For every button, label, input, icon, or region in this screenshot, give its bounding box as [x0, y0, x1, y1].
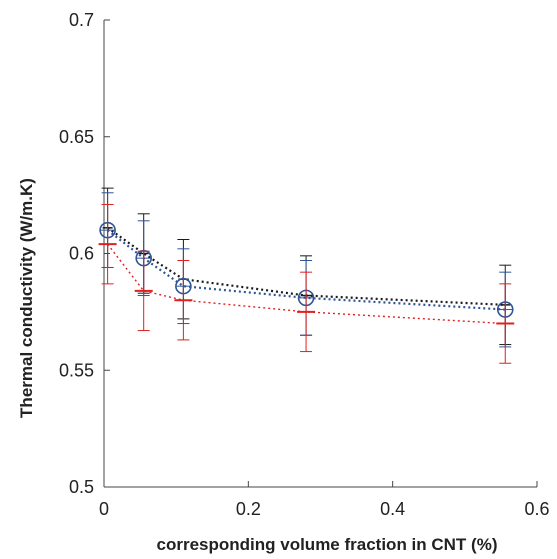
y-tick-label: 0.6	[69, 244, 94, 264]
x-tick-label: 0.2	[236, 499, 261, 519]
y-tick-label: 0.5	[69, 477, 94, 497]
series-layer	[98, 187, 515, 364]
x-axis-label: corresponding volume fraction in CNT (%)	[157, 535, 498, 554]
y-tick-label: 0.65	[59, 127, 94, 147]
x-tick-label: 0	[99, 499, 109, 519]
series-3	[98, 203, 515, 364]
y-axis-label: Thermal conductivity (W/m.K)	[17, 178, 36, 418]
series-line	[106, 229, 506, 311]
x-tick-label: 0.4	[380, 499, 405, 519]
y-tick-label: 0.55	[59, 360, 94, 380]
plot-area	[103, 20, 537, 488]
x-tick-label: 0.6	[524, 499, 549, 519]
axis-ticks: 0.5 0.55 0.6 0.65 0.7 0 0.2 0.4 0.6	[59, 10, 550, 519]
y-tick-label: 0.7	[69, 10, 94, 30]
